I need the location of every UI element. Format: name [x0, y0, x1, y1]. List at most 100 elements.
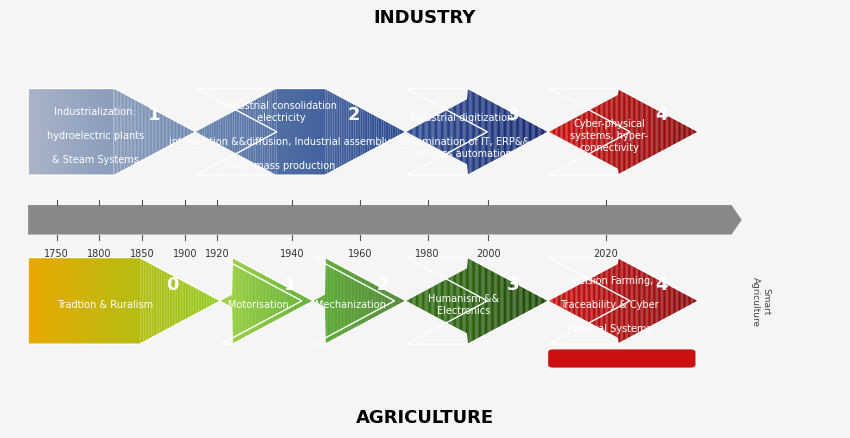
Text: Industrial consolidation
 electricity

introduction &&diffusion, Industrial asse: Industrial consolidation electricity int…	[169, 101, 390, 171]
Polygon shape	[280, 89, 281, 176]
Polygon shape	[645, 272, 646, 330]
Polygon shape	[194, 286, 196, 316]
Polygon shape	[291, 89, 292, 176]
Polygon shape	[416, 127, 417, 138]
Polygon shape	[465, 269, 466, 333]
Polygon shape	[581, 283, 583, 319]
Polygon shape	[190, 285, 192, 318]
Polygon shape	[433, 286, 434, 316]
Polygon shape	[219, 300, 221, 302]
Polygon shape	[241, 107, 243, 158]
Polygon shape	[477, 262, 478, 340]
Polygon shape	[149, 263, 150, 340]
Polygon shape	[602, 272, 603, 330]
Polygon shape	[65, 258, 66, 344]
Polygon shape	[137, 101, 139, 164]
Polygon shape	[97, 89, 98, 176]
Polygon shape	[600, 273, 602, 329]
Polygon shape	[436, 116, 437, 149]
Polygon shape	[478, 263, 479, 339]
Polygon shape	[600, 105, 602, 160]
Polygon shape	[679, 290, 680, 312]
Polygon shape	[469, 259, 471, 344]
Polygon shape	[557, 128, 558, 137]
Polygon shape	[62, 258, 64, 344]
Polygon shape	[520, 286, 522, 316]
Polygon shape	[471, 259, 472, 343]
Polygon shape	[535, 125, 536, 140]
Polygon shape	[427, 290, 428, 313]
Polygon shape	[84, 89, 85, 176]
Polygon shape	[675, 289, 677, 314]
Polygon shape	[462, 102, 463, 163]
Polygon shape	[510, 112, 511, 153]
Polygon shape	[595, 107, 597, 158]
Polygon shape	[524, 119, 525, 146]
Polygon shape	[60, 89, 62, 176]
Polygon shape	[148, 107, 150, 158]
Polygon shape	[514, 114, 516, 151]
Polygon shape	[495, 272, 496, 330]
Polygon shape	[164, 115, 165, 150]
Polygon shape	[434, 117, 435, 148]
Polygon shape	[638, 100, 639, 165]
Polygon shape	[186, 127, 187, 138]
Polygon shape	[486, 268, 487, 335]
Polygon shape	[589, 110, 590, 155]
Polygon shape	[390, 124, 392, 141]
Polygon shape	[562, 125, 563, 140]
Polygon shape	[614, 266, 615, 336]
Polygon shape	[128, 97, 130, 168]
Polygon shape	[134, 100, 136, 165]
Polygon shape	[630, 96, 632, 169]
Polygon shape	[691, 297, 693, 305]
Polygon shape	[640, 101, 642, 164]
Polygon shape	[124, 258, 126, 344]
Polygon shape	[49, 258, 51, 344]
Polygon shape	[128, 258, 129, 344]
Polygon shape	[98, 89, 99, 176]
Polygon shape	[516, 115, 517, 150]
Polygon shape	[217, 120, 218, 145]
Polygon shape	[415, 296, 416, 306]
Polygon shape	[650, 275, 651, 327]
Polygon shape	[31, 258, 33, 344]
Polygon shape	[412, 297, 413, 305]
Polygon shape	[546, 299, 547, 303]
Polygon shape	[513, 282, 514, 320]
Polygon shape	[360, 108, 362, 157]
Polygon shape	[445, 279, 447, 323]
Polygon shape	[145, 261, 147, 341]
Polygon shape	[450, 277, 451, 325]
Polygon shape	[598, 275, 599, 328]
Text: 1: 1	[284, 275, 297, 293]
Polygon shape	[695, 299, 696, 303]
Polygon shape	[178, 123, 179, 142]
Polygon shape	[629, 95, 630, 170]
Polygon shape	[326, 89, 327, 176]
Polygon shape	[143, 104, 144, 161]
Polygon shape	[664, 114, 666, 151]
Polygon shape	[86, 258, 88, 344]
FancyBboxPatch shape	[548, 350, 695, 368]
Polygon shape	[575, 118, 576, 147]
Polygon shape	[448, 278, 449, 324]
Polygon shape	[519, 117, 520, 148]
Polygon shape	[322, 89, 324, 176]
Polygon shape	[465, 101, 466, 164]
Polygon shape	[526, 289, 528, 313]
Polygon shape	[519, 285, 520, 317]
Polygon shape	[568, 290, 569, 312]
Polygon shape	[574, 287, 575, 315]
Polygon shape	[108, 89, 109, 176]
Polygon shape	[329, 92, 331, 174]
Polygon shape	[552, 299, 554, 304]
Polygon shape	[481, 96, 483, 169]
Polygon shape	[118, 258, 120, 344]
Polygon shape	[312, 89, 314, 176]
Polygon shape	[45, 89, 46, 176]
Polygon shape	[590, 279, 592, 324]
Polygon shape	[461, 102, 462, 162]
Polygon shape	[423, 123, 424, 142]
Polygon shape	[63, 89, 65, 176]
